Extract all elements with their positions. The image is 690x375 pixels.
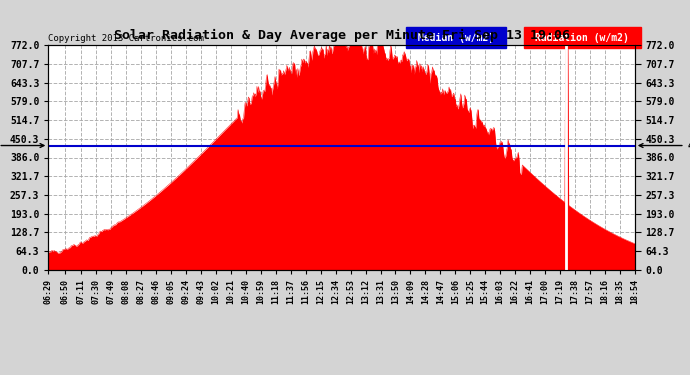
Text: 427.09: 427.09 — [639, 141, 690, 150]
Text: Radiation (w/m2): Radiation (w/m2) — [529, 33, 635, 43]
Text: 427.09: 427.09 — [0, 141, 44, 150]
Text: Copyright 2013 Cartronics.com: Copyright 2013 Cartronics.com — [48, 34, 204, 43]
Title: Solar Radiation & Day Average per Minute Fri Sep 13 19:06: Solar Radiation & Day Average per Minute… — [114, 29, 569, 42]
Text: Median (w/m2): Median (w/m2) — [412, 33, 500, 43]
